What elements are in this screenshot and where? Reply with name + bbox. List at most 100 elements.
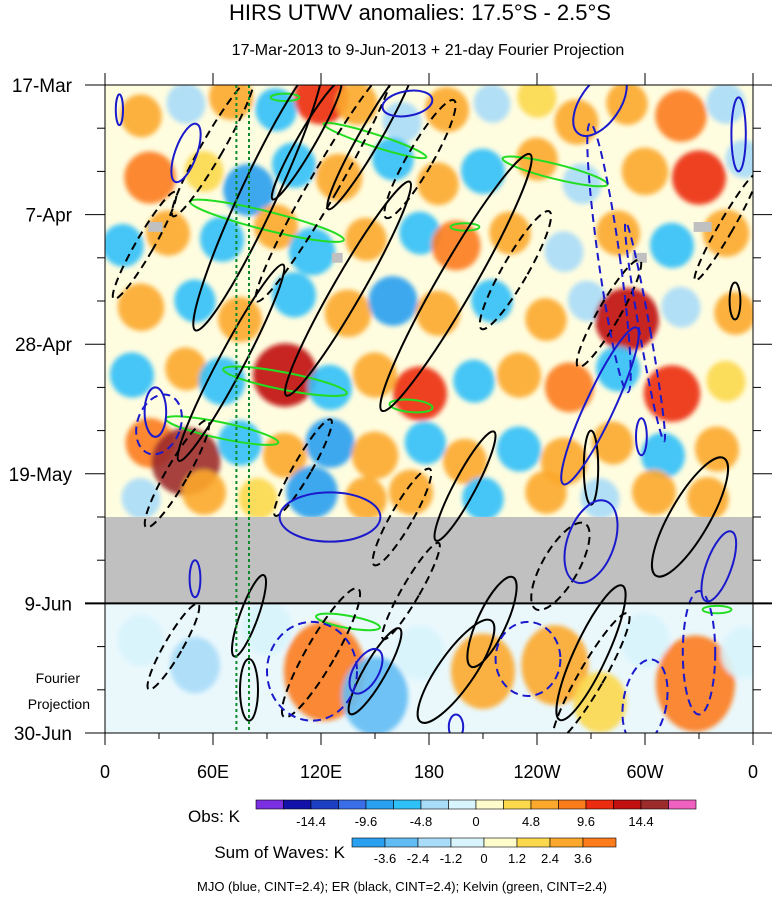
x-tick-label: 120W [513,762,560,782]
anomaly-blob [324,289,372,338]
waves-colorbar-swatch [384,837,419,848]
contour-legend-note: MJO (blue, CINT=2.4); ER (black, CINT=2.… [197,879,607,894]
er-contour-positive [176,263,286,462]
y-tick-label: 7-Apr [26,206,73,227]
obs-colorbar-tick-label: 0 [472,814,479,829]
anomaly-blob [489,211,531,255]
anomaly-blob [714,291,753,335]
mjo-contour-positive [447,713,465,733]
waves-colorbar-swatch [351,837,386,848]
anomaly-blob [336,85,378,126]
er-contour-positive [728,281,742,321]
er-contour-negative [381,541,441,641]
missing-data-band [105,517,753,604]
obs-colorbar-swatch [668,799,697,810]
obs-colorbar-swatch [448,799,477,810]
anomaly-blob [293,85,349,125]
obs-colorbar-swatch [255,799,284,810]
x-tick-label: 60W [626,762,663,782]
er-contour-positive [416,618,496,724]
obs-colorbar-tick-label: -9.6 [355,814,377,829]
anomaly-blob [372,137,414,181]
obs-colorbar-tick-label: -14.4 [296,814,326,829]
anomaly-blob [117,283,165,331]
anomaly-blob [687,476,729,521]
mjo-contour-positive [170,122,202,184]
anomaly-blob [174,279,216,323]
anomaly-blob [544,231,584,273]
anomaly-blob [462,476,504,521]
anomaly-blob [345,476,387,521]
mjo-contour-positive [188,559,202,599]
er-contour-negative [530,521,591,612]
chart-title: HIRS UTWV anomalies: 17.5°S - 2.5°S [229,0,611,25]
fourier-label-line2: Projection [28,696,90,712]
mjo-contour-positive [560,326,640,486]
mjo-contour-negative [681,590,717,716]
mjo-contour-positive [143,386,168,438]
waves-colorbar-tick-label: -3.6 [374,851,396,866]
mjo-contour-positive [381,89,434,118]
mjo-contour-positive [114,93,125,127]
anomaly-blob [198,357,246,405]
waves-colorbar-swatch [417,837,452,848]
er-contour-positive [230,574,268,658]
er-contour-negative [371,467,433,567]
y-tick-label: 30-Jun [14,724,72,745]
obs-colorbar-swatch [585,799,614,810]
mjo-contour-positive [635,417,648,457]
anomaly-blob [706,360,746,402]
kelvin-contour-positive [388,398,434,414]
x-tick-label: 0 [100,762,110,782]
anomaly-blob [105,223,144,267]
er-contour-positive [347,627,403,716]
projection-blob [450,633,516,710]
y-axis: 17-Mar 7-Apr 28-Apr 19-May 9-Jun 30-Jun [9,76,772,745]
anomaly-blob [382,101,422,143]
mjo-contour-negative [135,393,183,456]
kelvin-contour-positive [449,222,481,232]
er-contour-positive [466,575,518,669]
anomaly-blob [345,217,387,261]
mjo-contour-negative [494,620,562,697]
obs-colorbar-swatch [393,799,422,810]
x-tick-label: 120E [300,762,342,782]
anomaly-blob [671,150,727,205]
mjo-contour-positive [278,491,382,543]
anomaly-blob [517,85,557,118]
missing-data-box [693,222,712,232]
obs-colorbar-swatch [420,799,449,810]
anomaly-blob [145,210,191,256]
er-contour-positive [192,85,324,332]
anomaly-blob [399,211,441,255]
anomaly-blob [694,426,740,472]
x-tick-label: 180 [414,762,444,782]
obs-colorbar-swatch [503,799,532,810]
waves-colorbar-swatch [549,837,584,848]
waves-colorbar-tick-label: 1.2 [508,851,526,866]
projection-blob [242,600,292,656]
anomaly-blob [121,478,161,519]
kelvin-contour-positive [322,121,428,160]
mjo-contour-positive [700,530,738,603]
x-tick-label: 60E [197,762,229,782]
waves-colorbar-tick-label: -1.2 [440,851,462,866]
anomaly-blob [181,469,227,515]
waves-colorbar-swatch [450,837,485,848]
mjo-contour-positive [572,85,628,137]
plot-area [105,85,753,733]
waves-colorbar-swatch [483,837,518,848]
anomaly-blob [368,276,418,326]
anomaly-blob [165,347,207,391]
obs-colorbar-tick-label: 14.4 [628,814,653,829]
obs-colorbar-swatch [530,799,559,810]
anomaly-blob [253,343,317,407]
er-contour-positive [270,85,343,201]
anomaly-blob [655,89,707,142]
mjo-contour-positive [563,499,619,585]
projection-blob [169,636,221,694]
anomaly-blob [286,466,338,519]
obs-colorbar-swatch [558,799,587,810]
er-contour-negative [383,98,457,220]
kelvin-contour-positive [269,92,301,103]
